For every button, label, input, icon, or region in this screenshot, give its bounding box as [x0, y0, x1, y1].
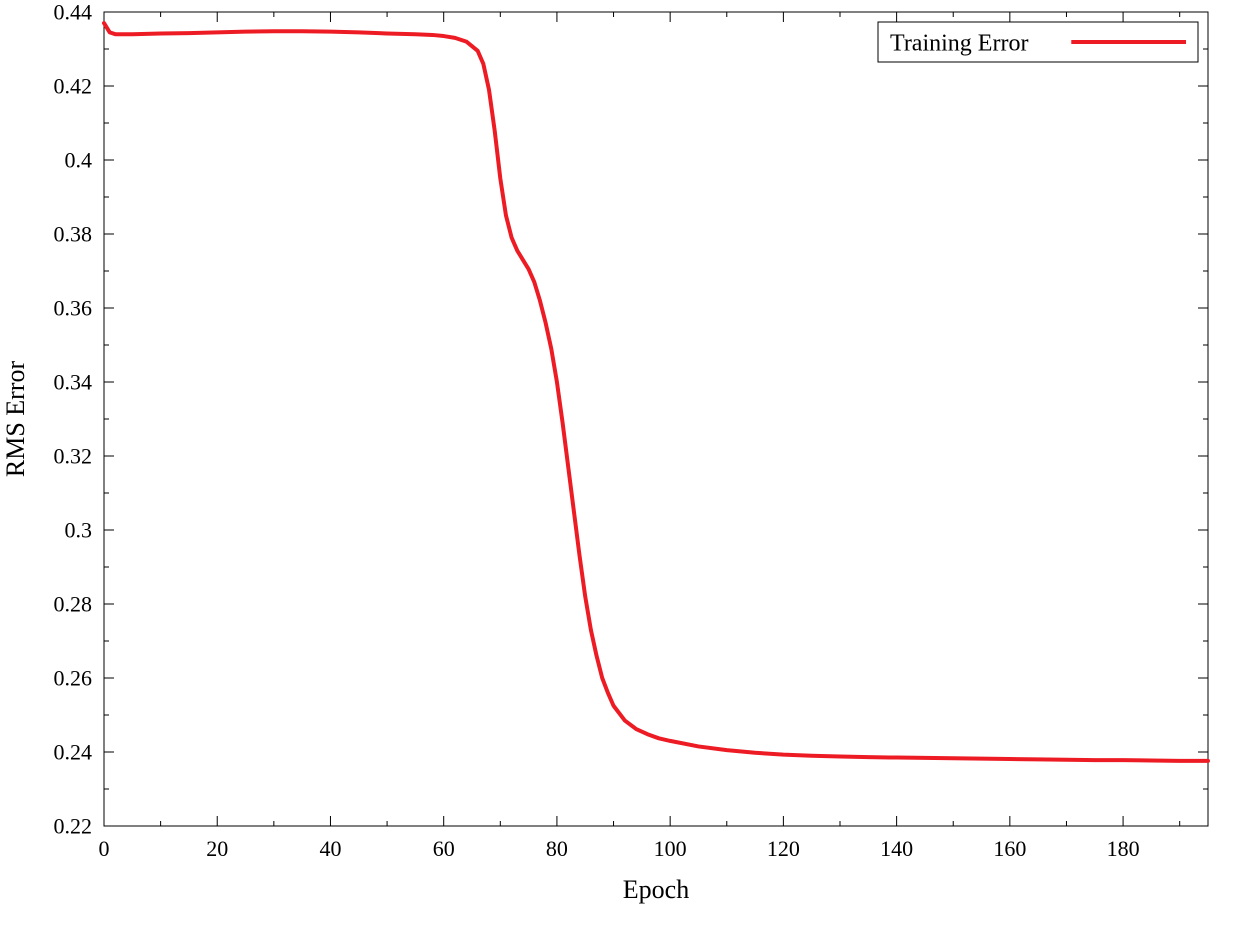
series-line	[104, 23, 1208, 761]
chart-svg: 0 20 40 60 80 100 120 140 160 180 0.22 0.24 0.26 0.28…	[0, 0, 1234, 926]
x-tick-label: 60	[433, 836, 455, 861]
y-axis-title: RMS Error	[1, 361, 30, 478]
y-tick-label: 0.34	[54, 370, 93, 395]
x-tick-label: 20	[206, 836, 228, 861]
x-tick-label: 180	[1107, 836, 1140, 861]
plot-border	[104, 12, 1208, 826]
x-axis-title: Epoch	[623, 875, 689, 904]
x-tick-label: 0	[99, 836, 110, 861]
y-tick-label: 0.44	[54, 0, 93, 25]
y-tick-label: 0.24	[54, 740, 93, 765]
line-chart: 0 20 40 60 80 100 120 140 160 180 0.22 0.24 0.26 0.28…	[0, 0, 1234, 926]
y-tick-label: 0.28	[54, 592, 93, 617]
y-tick-label: 0.36	[54, 296, 93, 321]
x-tick-label: 40	[319, 836, 341, 861]
x-tick-label: 100	[654, 836, 687, 861]
y-tick-label: 0.42	[54, 74, 93, 99]
x-tick-label: 120	[767, 836, 800, 861]
x-tick-label: 140	[880, 836, 913, 861]
y-tick-label: 0.4	[65, 148, 93, 173]
y-tick-label: 0.32	[54, 444, 93, 469]
x-tick-label: 80	[546, 836, 568, 861]
y-tick-label: 0.26	[54, 666, 93, 691]
x-tick-label: 160	[993, 836, 1026, 861]
legend-label: Training Error	[890, 30, 1028, 56]
y-tick-label: 0.3	[65, 518, 93, 543]
y-tick-label: 0.22	[54, 814, 93, 839]
y-tick-label: 0.38	[54, 222, 93, 247]
